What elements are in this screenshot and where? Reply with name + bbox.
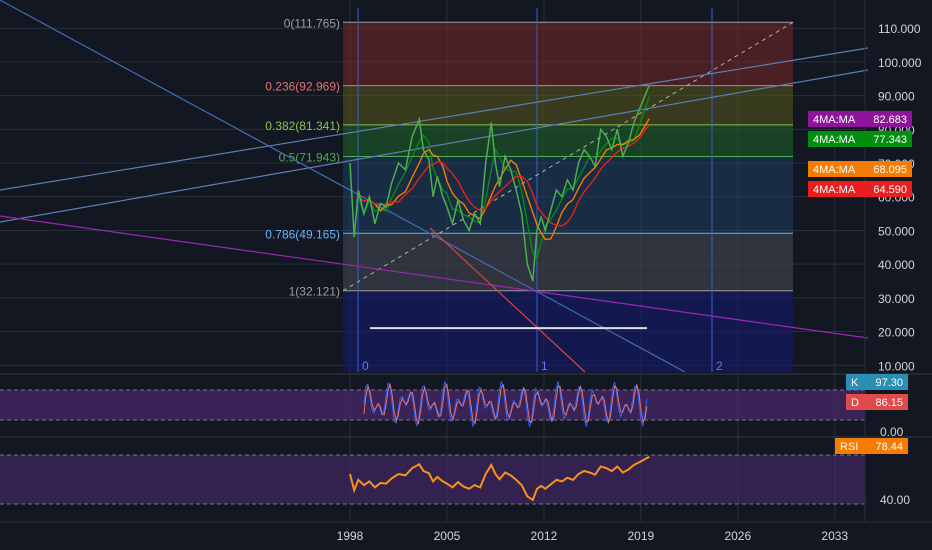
value-badge: 4MA:MA 77.343	[808, 131, 912, 147]
stochastic-axis-tick: 0.00	[880, 425, 904, 439]
time-axis-tick: 2033	[821, 529, 848, 543]
value-badge-bg	[835, 438, 908, 454]
value-badge-name: 4MA:MA	[813, 184, 856, 196]
price-axis-tick: 100.000	[878, 56, 922, 70]
moving-average-line	[357, 118, 650, 241]
price-line	[349, 85, 650, 282]
fib-band	[343, 233, 793, 291]
time-axis-tick: 2026	[724, 529, 751, 543]
fib-level-label: 0(111.765)	[284, 16, 340, 30]
fib-level-label: 1(32.121)	[289, 285, 340, 299]
time-axis-tick: 1998	[337, 529, 364, 543]
value-badge-name: D	[851, 397, 859, 409]
value-badge-value: 82.683	[873, 114, 907, 126]
time-axis-tick: 2019	[627, 529, 654, 543]
value-badge-bg	[846, 374, 908, 390]
trend-line[interactable]	[0, 0, 686, 373]
trend-line[interactable]	[0, 69, 869, 223]
trend-line[interactable]	[0, 47, 869, 191]
value-badge-bg	[808, 131, 912, 147]
value-badge-bg	[846, 394, 908, 410]
value-badge: 4MA:MA 82.683	[808, 111, 912, 127]
trend-line[interactable]	[429, 227, 586, 373]
value-badge: RSI 78.44	[835, 438, 908, 454]
rsi-axis-tick: 40.00	[880, 493, 910, 507]
price-axis-tick: 110.000	[878, 22, 921, 36]
time-axis[interactable]: 1998 2005 2012 2019 2026 2033	[0, 521, 932, 543]
trend-line[interactable]	[0, 215, 869, 339]
fib-band	[343, 124, 793, 157]
price-axis-tick: 90.000	[878, 90, 915, 104]
time-axis-tick: 2005	[434, 529, 461, 543]
value-badge: 4MA:MA 64.590	[808, 181, 912, 197]
value-badge-value: 86.15	[875, 397, 903, 409]
price-axis-tick: 40.000	[878, 258, 915, 272]
stochastic-d-line	[363, 382, 648, 426]
value-badge-name: 4MA:MA	[813, 164, 856, 176]
value-badge-value: 68.095	[873, 164, 907, 176]
moving-average-line	[357, 124, 650, 227]
price-axis-tick: 30.000	[878, 292, 915, 306]
fib-time-zone-label: 0	[362, 359, 369, 373]
value-badge-bg	[808, 161, 912, 177]
value-badge: D 86.15	[846, 394, 908, 410]
value-badge-name: RSI	[840, 441, 858, 453]
value-badge-value: 64.590	[873, 184, 907, 196]
value-badge: K 97.30	[846, 374, 908, 390]
oscillator-panes: 0.00 40.00	[0, 373, 932, 507]
fib-level-label: 0.5(71.943)	[279, 150, 340, 164]
value-badge-value: 78.44	[875, 441, 903, 453]
fib-band	[343, 85, 793, 125]
fib-level-label: 0.382(81.341)	[265, 119, 340, 133]
value-badge-value: 77.343	[873, 134, 907, 146]
value-badge-bg	[808, 181, 912, 197]
fib-level-label: 0.786(49.165)	[265, 227, 340, 241]
value-badge-bg	[808, 111, 912, 127]
time-axis-tick: 2012	[531, 529, 558, 543]
price-axis-tick: 10.000	[878, 359, 915, 373]
fib-band	[343, 22, 793, 86]
value-badge-name: 4MA:MA	[813, 134, 856, 146]
trend-lines[interactable]	[0, 0, 869, 373]
value-badge: 4MA:MA 68.095	[808, 161, 912, 177]
value-badge-name: 4MA:MA	[813, 114, 856, 126]
price-series	[349, 85, 650, 282]
fib-time-zone-label: 1	[541, 359, 548, 373]
fib-band	[343, 290, 793, 372]
price-axis-tick: 50.000	[878, 224, 915, 238]
value-badge-name: K	[851, 377, 859, 389]
fib-time-zone-label: 2	[716, 359, 723, 373]
moving-averages	[357, 96, 650, 261]
fib-level-label: 0.236(92.969)	[265, 80, 340, 94]
fibonacci-retracement[interactable]: 0(111.765) 0.236(92.969) 0.382(81.341) 0.5(…	[265, 8, 794, 373]
value-badge-value: 97.30	[875, 377, 903, 389]
rsi-line	[349, 455, 650, 502]
price-axis-tick: 20.000	[878, 326, 915, 340]
